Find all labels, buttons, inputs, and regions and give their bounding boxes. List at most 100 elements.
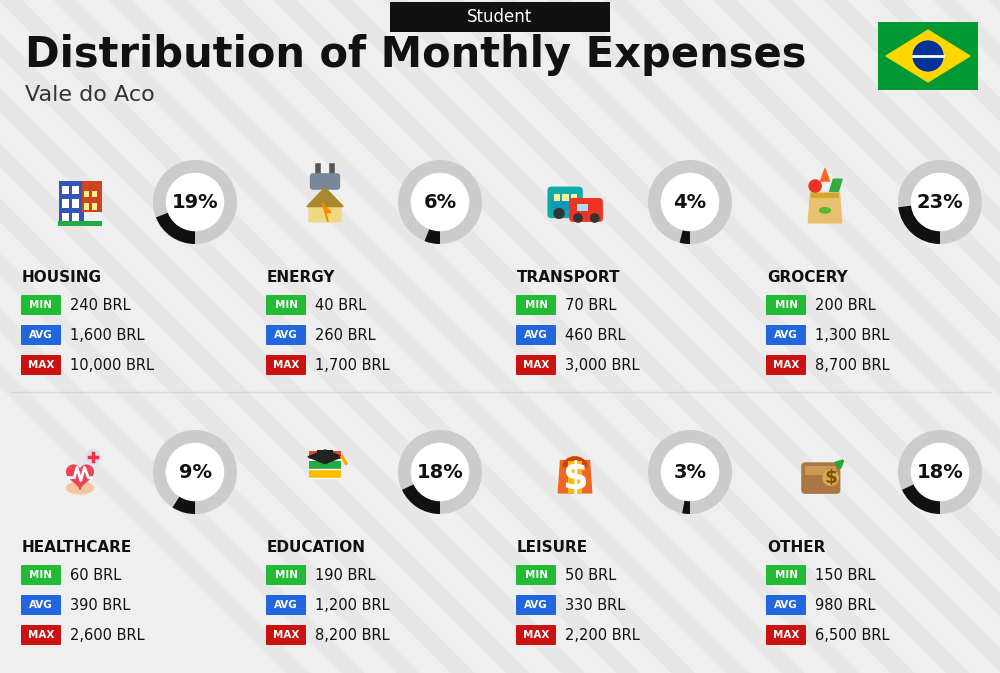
Text: 40 BRL: 40 BRL xyxy=(315,297,366,312)
Text: 3,000 BRL: 3,000 BRL xyxy=(565,357,640,372)
FancyBboxPatch shape xyxy=(516,595,556,615)
Text: 50 BRL: 50 BRL xyxy=(565,567,616,583)
Text: 4%: 4% xyxy=(673,192,707,211)
Text: 19%: 19% xyxy=(172,192,218,211)
Text: MIN: MIN xyxy=(274,570,298,580)
FancyBboxPatch shape xyxy=(92,203,97,209)
Text: 260 BRL: 260 BRL xyxy=(315,328,376,343)
Wedge shape xyxy=(402,484,440,514)
FancyBboxPatch shape xyxy=(92,190,97,197)
Polygon shape xyxy=(67,465,93,489)
Text: 2,600 BRL: 2,600 BRL xyxy=(70,627,145,643)
Wedge shape xyxy=(898,160,982,244)
Circle shape xyxy=(411,174,469,231)
Polygon shape xyxy=(558,460,592,493)
Ellipse shape xyxy=(819,207,831,214)
Text: 330 BRL: 330 BRL xyxy=(565,598,625,612)
Text: AVG: AVG xyxy=(524,600,548,610)
Wedge shape xyxy=(648,430,732,514)
Text: HOUSING: HOUSING xyxy=(22,271,102,285)
FancyBboxPatch shape xyxy=(266,295,306,315)
Text: MIN: MIN xyxy=(774,570,798,580)
Wedge shape xyxy=(398,160,482,244)
Text: 23%: 23% xyxy=(917,192,963,211)
FancyBboxPatch shape xyxy=(21,295,61,315)
Text: 1,300 BRL: 1,300 BRL xyxy=(815,328,889,343)
FancyBboxPatch shape xyxy=(266,355,306,375)
Circle shape xyxy=(809,180,821,192)
Circle shape xyxy=(661,444,719,501)
Circle shape xyxy=(166,174,224,231)
FancyBboxPatch shape xyxy=(516,625,556,645)
Text: TRANSPORT: TRANSPORT xyxy=(517,271,620,285)
Text: MIN: MIN xyxy=(524,570,548,580)
Text: 2,200 BRL: 2,200 BRL xyxy=(565,627,640,643)
Text: MIN: MIN xyxy=(774,300,798,310)
Text: 200 BRL: 200 BRL xyxy=(815,297,876,312)
Text: 70 BRL: 70 BRL xyxy=(565,297,616,312)
FancyBboxPatch shape xyxy=(811,192,839,198)
Text: GROCERY: GROCERY xyxy=(767,271,848,285)
Text: 60 BRL: 60 BRL xyxy=(70,567,121,583)
FancyBboxPatch shape xyxy=(266,565,306,585)
Circle shape xyxy=(823,470,838,485)
Polygon shape xyxy=(886,30,970,82)
Circle shape xyxy=(571,209,581,218)
Text: MAX: MAX xyxy=(273,630,299,640)
FancyBboxPatch shape xyxy=(21,325,61,345)
FancyBboxPatch shape xyxy=(551,200,579,211)
Text: OTHER: OTHER xyxy=(767,540,825,555)
Circle shape xyxy=(661,174,719,231)
Text: Student: Student xyxy=(467,8,533,26)
Text: 1,200 BRL: 1,200 BRL xyxy=(315,598,390,612)
Text: 6,500 BRL: 6,500 BRL xyxy=(815,627,890,643)
FancyBboxPatch shape xyxy=(21,565,61,585)
Wedge shape xyxy=(898,430,982,514)
Wedge shape xyxy=(172,496,195,514)
FancyBboxPatch shape xyxy=(58,221,102,225)
Text: AVG: AVG xyxy=(774,330,798,340)
Circle shape xyxy=(913,41,943,71)
Text: $: $ xyxy=(824,468,837,487)
FancyBboxPatch shape xyxy=(309,451,341,460)
FancyBboxPatch shape xyxy=(562,194,569,201)
Text: MIN: MIN xyxy=(274,300,298,310)
Text: ENERGY: ENERGY xyxy=(267,271,336,285)
Polygon shape xyxy=(308,450,342,464)
FancyBboxPatch shape xyxy=(21,595,61,615)
Wedge shape xyxy=(648,160,732,244)
Text: $: $ xyxy=(562,460,588,497)
Text: AVG: AVG xyxy=(274,600,298,610)
FancyBboxPatch shape xyxy=(309,460,341,469)
FancyBboxPatch shape xyxy=(62,213,69,221)
Circle shape xyxy=(574,214,582,222)
FancyBboxPatch shape xyxy=(309,470,341,479)
Text: MAX: MAX xyxy=(28,360,54,370)
Polygon shape xyxy=(309,192,341,222)
Text: AVG: AVG xyxy=(29,600,53,610)
Text: MIN: MIN xyxy=(524,300,548,310)
FancyBboxPatch shape xyxy=(266,325,306,345)
Wedge shape xyxy=(153,430,237,514)
Circle shape xyxy=(554,209,564,218)
FancyBboxPatch shape xyxy=(805,466,836,474)
FancyBboxPatch shape xyxy=(568,462,582,493)
FancyBboxPatch shape xyxy=(72,186,79,194)
FancyBboxPatch shape xyxy=(84,190,89,197)
FancyBboxPatch shape xyxy=(516,325,556,345)
FancyBboxPatch shape xyxy=(766,325,806,345)
Text: MAX: MAX xyxy=(523,360,549,370)
Text: MIN: MIN xyxy=(30,300,52,310)
FancyBboxPatch shape xyxy=(801,462,840,494)
Polygon shape xyxy=(830,179,842,191)
FancyBboxPatch shape xyxy=(62,199,69,208)
Text: 150 BRL: 150 BRL xyxy=(815,567,876,583)
FancyBboxPatch shape xyxy=(547,186,583,218)
Wedge shape xyxy=(682,500,690,514)
FancyBboxPatch shape xyxy=(310,173,340,190)
FancyBboxPatch shape xyxy=(878,22,978,90)
Circle shape xyxy=(911,174,969,231)
FancyBboxPatch shape xyxy=(766,565,806,585)
Polygon shape xyxy=(322,203,331,222)
Circle shape xyxy=(86,450,100,464)
